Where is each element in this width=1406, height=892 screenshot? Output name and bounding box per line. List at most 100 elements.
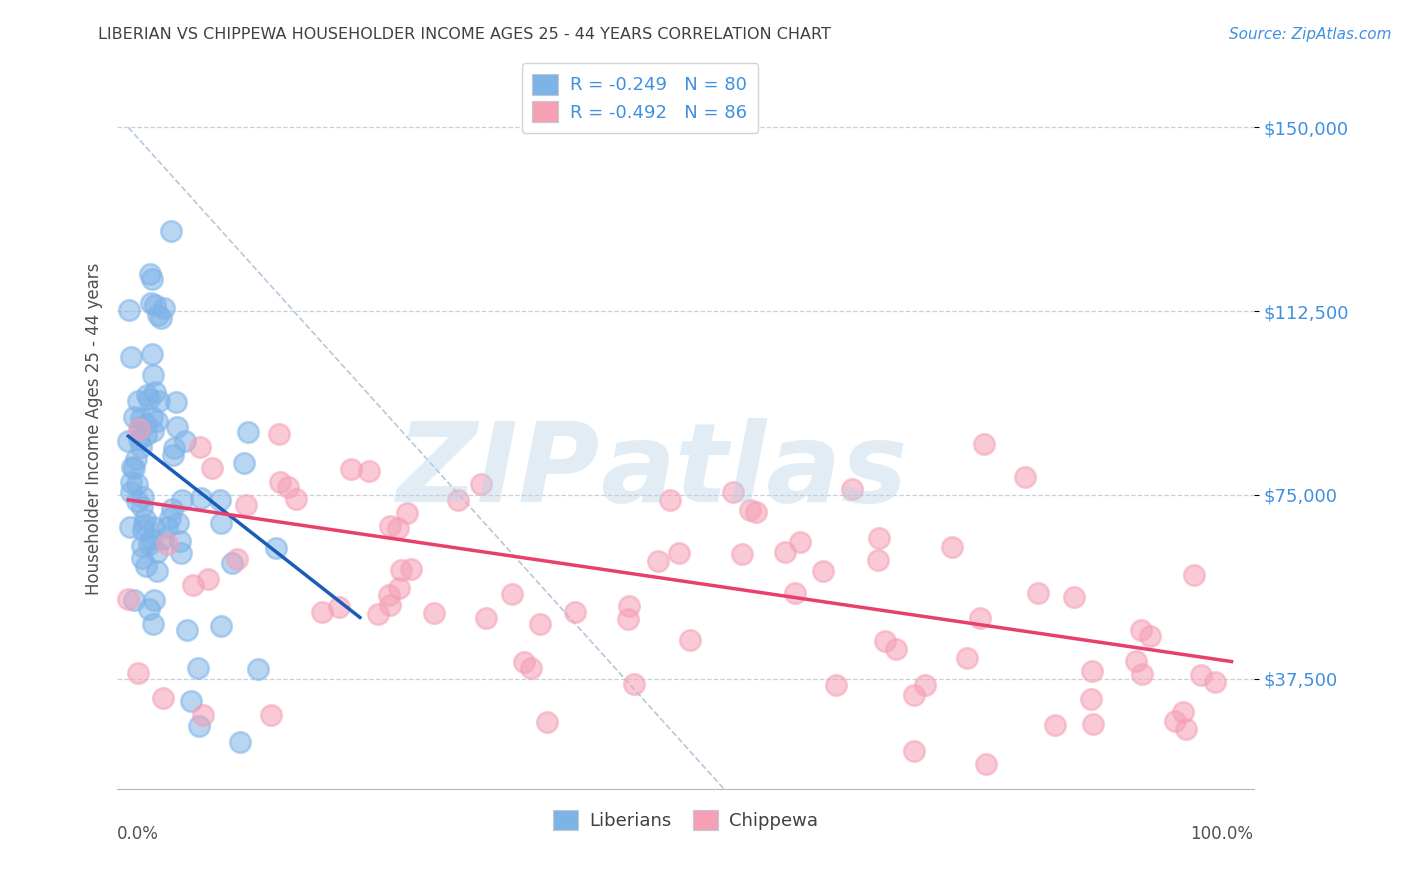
Point <box>380 598 402 612</box>
Point <box>160 224 183 238</box>
Point <box>181 577 204 591</box>
Point <box>423 606 446 620</box>
Point <box>122 461 145 475</box>
Point <box>131 500 153 514</box>
Point <box>138 537 160 551</box>
Point <box>120 484 142 499</box>
Point <box>389 563 412 577</box>
Point <box>396 506 419 520</box>
Point <box>617 612 640 626</box>
Y-axis label: Householder Income Ages 25 - 44 years: Householder Income Ages 25 - 44 years <box>86 262 103 595</box>
Point <box>191 708 214 723</box>
Point <box>388 581 411 595</box>
Point <box>134 518 156 533</box>
Point <box>311 605 333 619</box>
Point <box>146 414 169 428</box>
Point <box>1063 591 1085 605</box>
Point <box>1014 470 1036 484</box>
Point <box>131 551 153 566</box>
Point <box>512 656 534 670</box>
Point <box>146 565 169 579</box>
Point <box>143 384 166 399</box>
Point <box>773 545 796 559</box>
Point <box>135 558 157 573</box>
Point <box>740 503 762 517</box>
Point <box>120 520 142 534</box>
Point <box>129 420 152 434</box>
Point <box>125 451 148 466</box>
Point <box>146 545 169 559</box>
Point <box>501 587 523 601</box>
Point <box>536 714 558 729</box>
Point <box>914 678 936 692</box>
Point <box>277 480 299 494</box>
Point <box>148 394 170 409</box>
Point <box>647 554 669 568</box>
Point <box>121 459 143 474</box>
Point <box>129 440 152 454</box>
Point <box>1080 692 1102 706</box>
Point <box>208 493 231 508</box>
Point <box>142 616 165 631</box>
Point <box>201 460 224 475</box>
Point <box>731 548 754 562</box>
Point <box>139 295 162 310</box>
Point <box>135 388 157 402</box>
Point <box>564 605 586 619</box>
Point <box>138 602 160 616</box>
Point <box>969 610 991 624</box>
Point <box>884 641 907 656</box>
Point <box>941 541 963 555</box>
Point <box>169 534 191 549</box>
Point <box>328 600 350 615</box>
Point <box>156 520 179 534</box>
Point <box>868 553 890 567</box>
Point <box>284 491 307 506</box>
Point <box>264 541 287 556</box>
Point <box>226 552 249 566</box>
Point <box>141 346 163 360</box>
Point <box>1175 723 1198 737</box>
Point <box>1026 586 1049 600</box>
Point <box>169 546 191 560</box>
Point <box>721 485 744 500</box>
Point <box>165 394 187 409</box>
Point <box>167 516 190 530</box>
Point <box>399 562 422 576</box>
Point <box>233 456 256 470</box>
Point <box>152 301 174 316</box>
Point <box>188 719 211 733</box>
Point <box>120 475 142 489</box>
Point <box>190 491 212 505</box>
Point <box>117 434 139 448</box>
Point <box>138 392 160 406</box>
Point <box>811 564 834 578</box>
Point <box>956 651 979 665</box>
Point <box>176 624 198 638</box>
Point <box>973 437 995 451</box>
Point <box>658 493 681 508</box>
Point <box>142 425 165 439</box>
Point <box>339 462 361 476</box>
Point <box>229 735 252 749</box>
Point <box>162 448 184 462</box>
Point <box>825 678 848 692</box>
Point <box>141 532 163 546</box>
Point <box>156 537 179 551</box>
Point <box>235 498 257 512</box>
Point <box>170 493 193 508</box>
Point <box>623 677 645 691</box>
Point <box>141 271 163 285</box>
Point <box>1189 668 1212 682</box>
Point <box>142 593 165 607</box>
Point <box>135 417 157 431</box>
Point <box>209 619 232 633</box>
Point <box>1164 714 1187 728</box>
Text: ZIP: ZIP <box>396 418 600 525</box>
Point <box>267 427 290 442</box>
Point <box>141 409 163 424</box>
Point <box>903 689 925 703</box>
Point <box>378 588 401 602</box>
Point <box>120 350 142 364</box>
Point <box>122 593 145 607</box>
